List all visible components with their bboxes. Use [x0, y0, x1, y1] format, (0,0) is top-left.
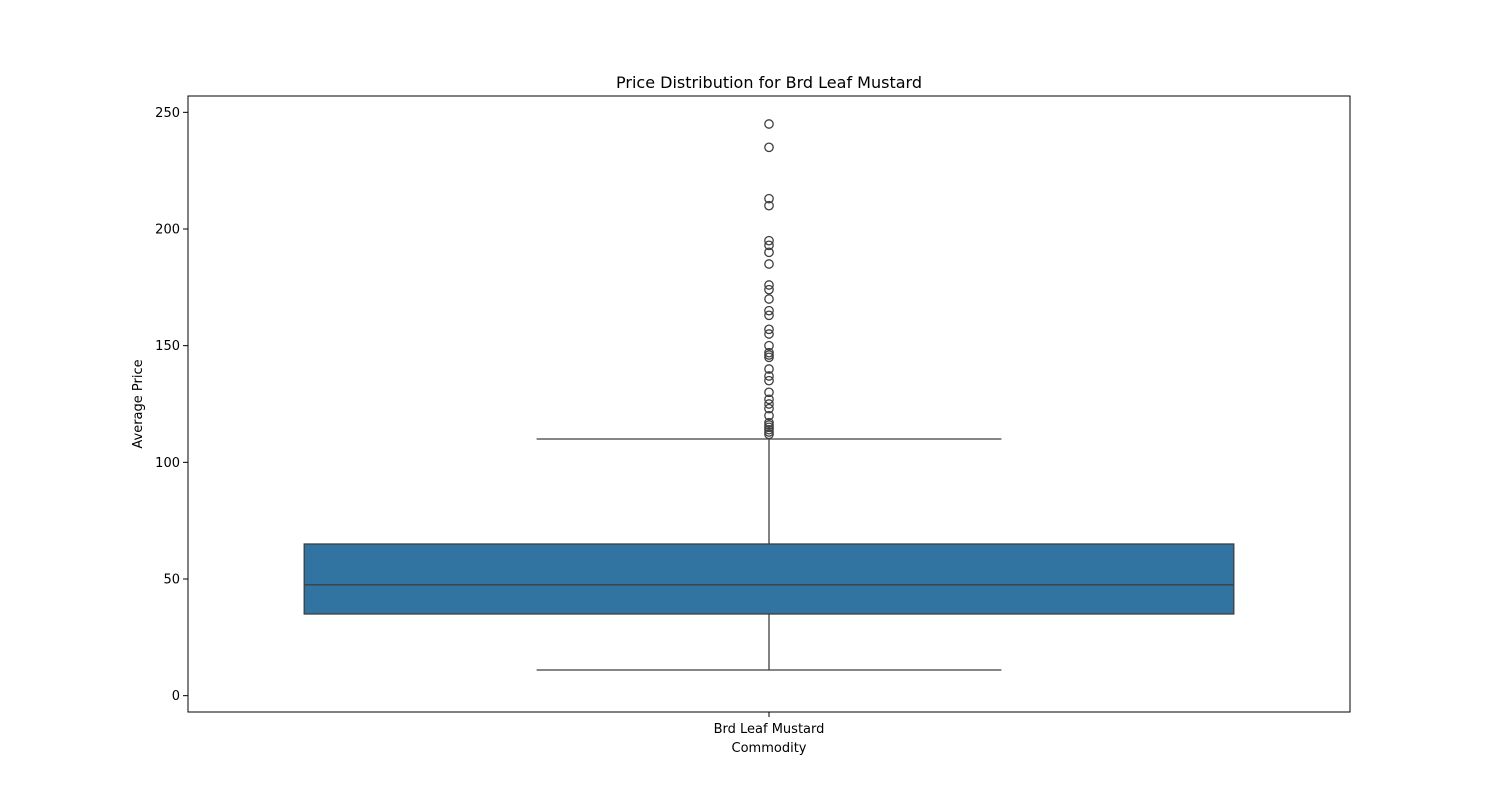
y-axis-label: Average Price — [131, 359, 146, 448]
outlier-point — [764, 347, 774, 358]
outlier-point — [764, 375, 774, 386]
outlier-point — [764, 119, 774, 129]
outlier-point — [764, 387, 774, 398]
x-axis-label: Commodity — [732, 741, 807, 756]
outlier-point — [764, 280, 774, 290]
outlier-point — [764, 340, 774, 351]
outlier-point — [764, 394, 774, 405]
x-ticks: Brd Leaf Mustard — [714, 712, 825, 737]
outlier-point — [764, 410, 774, 421]
outlier-point — [764, 247, 774, 258]
y-tick-label: 200 — [155, 223, 180, 238]
y-tick-label: 250 — [155, 106, 180, 121]
outlier-point — [764, 399, 774, 409]
outlier-point — [764, 417, 774, 428]
outlier-point — [764, 235, 774, 246]
y-tick-label: 0 — [172, 689, 180, 704]
y-tick-label: 100 — [155, 456, 180, 471]
outlier-point — [764, 240, 774, 251]
outlier-point — [764, 310, 774, 321]
box-plot — [303, 438, 1235, 671]
iqr-box — [303, 543, 1235, 615]
outlier-point — [764, 294, 774, 304]
chart-title: Price Distribution for Brd Leaf Mustard — [616, 73, 922, 92]
outlier-point — [764, 193, 774, 204]
y-tick-label: 50 — [163, 573, 180, 588]
outlier-point — [764, 200, 774, 211]
y-ticks: 0 50 100 150 200 250 — [155, 106, 188, 704]
outliers — [764, 119, 774, 440]
outlier-point — [764, 284, 774, 295]
outlier-point — [764, 403, 774, 414]
outlier-point — [764, 259, 774, 269]
outlier-point — [764, 371, 774, 381]
outlier-point — [764, 324, 774, 335]
x-tick-label: Brd Leaf Mustard — [714, 722, 825, 737]
outlier-point — [764, 305, 774, 316]
y-tick-label: 150 — [155, 339, 180, 354]
outlier-point — [764, 329, 774, 339]
outlier-point — [764, 142, 774, 153]
outlier-point — [764, 364, 774, 374]
